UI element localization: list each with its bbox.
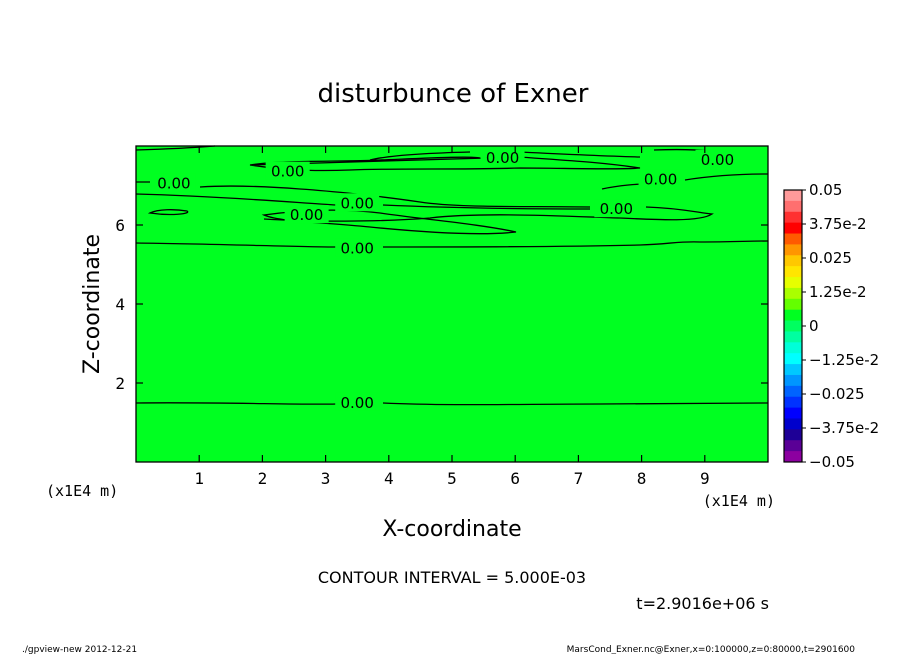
colorbar-swatch xyxy=(784,418,802,430)
colorbar-swatch xyxy=(784,364,802,376)
contour-line xyxy=(147,209,189,216)
contour-labels: 0.00 0.00 0.00 0.00 0.00 0.00 0.00 0.00 0.00 0.00 xyxy=(151,147,740,412)
colorbar-swatch xyxy=(784,211,802,224)
colorbar-swatch xyxy=(784,429,802,441)
colorbar-swatch xyxy=(784,385,802,398)
contour-label: 0.00 xyxy=(644,171,677,189)
x-axis: 1 2 3 4 5 6 7 8 9 xyxy=(194,146,710,488)
y-axis: 2 4 6 xyxy=(115,216,768,393)
footer-left: ./gpview-new 2012-12-21 xyxy=(22,645,137,654)
x-axis-title: X-coordinate xyxy=(382,517,521,542)
colorbar-label: −3.75e-2 xyxy=(809,419,879,437)
colorbar-swatch xyxy=(784,353,802,365)
colorbar-swatch xyxy=(784,342,802,354)
x-tick-label: 5 xyxy=(447,469,457,488)
colorbar-label: −1.25e-2 xyxy=(809,351,879,369)
contour-label: 0.00 xyxy=(290,206,323,224)
colorbar-swatch xyxy=(784,190,802,202)
y-axis-title: Z-coordinate xyxy=(80,234,105,374)
contour-label-bg xyxy=(335,392,380,411)
contour-label-bg xyxy=(284,205,329,224)
contour-label: 0.00 xyxy=(340,394,373,412)
contour-label-bg xyxy=(638,169,683,188)
contour-label: 0.00 xyxy=(486,149,519,167)
chart-title: disturbunce of Exner xyxy=(318,79,589,109)
contour-label-bg xyxy=(265,161,310,180)
contour-label-bg xyxy=(695,149,740,168)
contour-line xyxy=(135,402,769,406)
colorbar xyxy=(783,189,803,463)
colorbar-swatch xyxy=(784,298,802,311)
contour-label: 0.00 xyxy=(701,151,734,169)
colorbar-swatch xyxy=(784,374,802,387)
contour-line xyxy=(135,240,769,248)
x-tick-label: 6 xyxy=(510,469,520,488)
y-tick-label: 2 xyxy=(115,374,125,393)
colorbar-label: 1.25e-2 xyxy=(809,283,867,301)
x-tick-label: 1 xyxy=(194,469,204,488)
contour-label-bg xyxy=(335,193,380,212)
contour-label-bg xyxy=(151,173,196,192)
x-tick-label: 2 xyxy=(258,469,268,488)
x-tick-label: 3 xyxy=(321,469,331,488)
contour-label: 0.00 xyxy=(340,194,373,212)
colorbar-label: −0.025 xyxy=(809,385,865,403)
colorbar-label: 0 xyxy=(809,317,819,335)
colorbar-swatch xyxy=(784,396,802,409)
y-tick-label: 4 xyxy=(115,295,125,314)
contour-label: 0.00 xyxy=(271,163,304,181)
x-unit-label: (x1E4 m) xyxy=(703,492,775,510)
colorbar-swatch xyxy=(784,266,802,278)
colorbar-swatch xyxy=(784,440,802,452)
colorbar-label: −0.05 xyxy=(809,453,855,471)
colorbar-swatch xyxy=(784,407,802,419)
colorbar-swatch xyxy=(784,451,802,463)
colorbar-label: 3.75e-2 xyxy=(809,215,867,233)
colorbar-swatch xyxy=(784,255,802,267)
x-tick-label: 8 xyxy=(637,469,647,488)
plot-area: 0.00 0.00 0.00 0.00 0.00 0.00 0.00 0.00 0.00 0.00 xyxy=(135,145,769,463)
colorbar-swatch xyxy=(784,277,802,289)
footer-right: MarsCond_Exner.nc@Exner,x=0:100000,z=0:8… xyxy=(567,645,856,654)
time-label: t=2.9016e+06 s xyxy=(636,594,769,613)
x-tick-label: 7 xyxy=(574,469,584,488)
field-fill xyxy=(136,146,768,462)
contour-label: 0.00 xyxy=(157,175,190,193)
colorbar-swatch xyxy=(784,200,802,213)
y-tick-label: 6 xyxy=(115,216,125,235)
contour-label: 0.00 xyxy=(340,240,373,258)
colorbar-swatch xyxy=(784,233,802,245)
colorbar-swatch xyxy=(784,309,802,322)
colorbar-labels: 0.05 3.75e-2 0.025 1.25e-2 0 −1.25e-2 −0.025 −3… xyxy=(802,181,879,471)
colorbar-label: 0.05 xyxy=(809,181,842,199)
colorbar-swatch xyxy=(784,222,802,235)
colorbar-label: 0.025 xyxy=(809,249,852,267)
x-tick-label: 4 xyxy=(384,469,394,488)
x-tick-label: 9 xyxy=(700,469,710,488)
contour-label-bg xyxy=(335,238,380,257)
colorbar-swatch xyxy=(784,320,802,332)
contour-line xyxy=(135,193,591,210)
contour-label-bg xyxy=(480,147,525,166)
colorbar-swatch xyxy=(784,287,802,300)
contour-label-bg xyxy=(594,199,639,218)
contour-interval-label: CONTOUR INTERVAL = 5.000E-03 xyxy=(318,568,586,587)
colorbar-swatch xyxy=(784,244,802,256)
contour-label: 0.00 xyxy=(600,200,633,218)
colorbar-swatch xyxy=(784,331,802,343)
z-unit-label: (x1E4 m) xyxy=(46,482,118,500)
